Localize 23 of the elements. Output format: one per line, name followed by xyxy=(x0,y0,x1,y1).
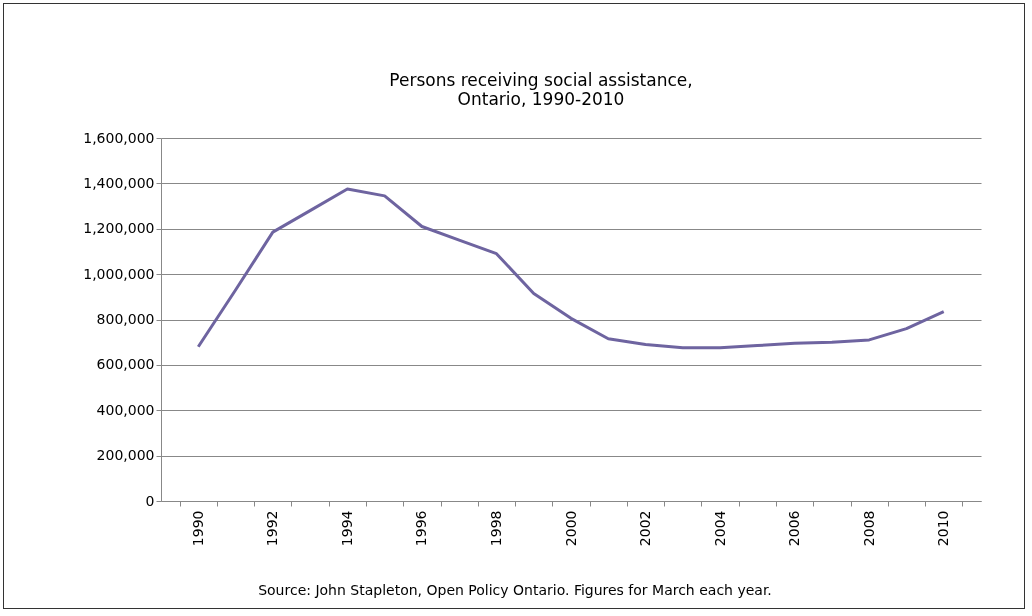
x-tick-label: 2004 xyxy=(711,510,728,547)
x-tick-label: 2006 xyxy=(786,510,803,547)
x-tick-label: 2000 xyxy=(562,510,579,547)
x-tick-label: 2008 xyxy=(860,510,877,547)
y-tick-label: 1,400,000 xyxy=(83,174,155,191)
y-tick-label: 200,000 xyxy=(96,447,155,464)
x-tick-label: 1996 xyxy=(413,510,430,547)
y-tick-label: 800,000 xyxy=(96,311,155,327)
source-note: Source: John Stapleton, Open Policy Ontario. Figures for March each year. xyxy=(257,582,773,598)
line-series xyxy=(196,187,946,350)
y-tick-label: 1,200,000 xyxy=(83,220,155,237)
x-tick-label: 2010 xyxy=(935,510,952,547)
x-tick-label: 1998 xyxy=(487,510,504,547)
x-tick-label: 1994 xyxy=(338,510,355,547)
chart-title: Persons receiving social assistance, Ontario, 1990-2010 xyxy=(389,70,693,109)
x-tick-label: 2002 xyxy=(637,510,654,547)
x-tick-label: 1992 xyxy=(264,510,281,547)
y-tick-label: 400,000 xyxy=(96,401,155,418)
y-tick-label: 0 xyxy=(145,492,155,509)
y-tick-label: 1,000,000 xyxy=(83,265,155,282)
y-tick-label: 1,600,000 xyxy=(83,129,155,146)
y-tick-label: 600,000 xyxy=(96,356,155,373)
x-tick-label: 1990 xyxy=(189,510,206,547)
